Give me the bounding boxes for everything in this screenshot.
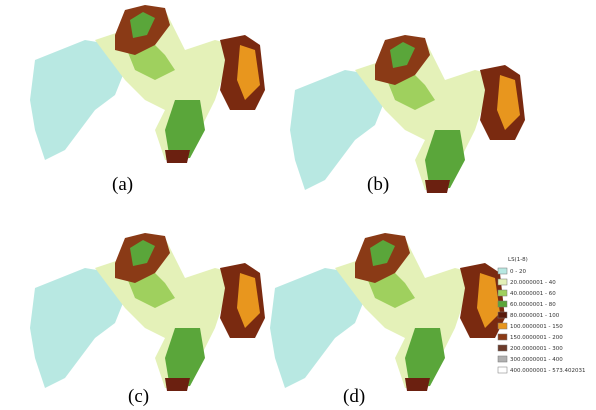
legend-label: 0 - 20 — [510, 269, 526, 275]
legend-swatch — [498, 345, 507, 351]
legend-swatch — [498, 334, 507, 340]
panel-label: (b) — [367, 174, 389, 195]
legend-title: LS(1-8) — [508, 257, 528, 263]
figure: (a) (b) (c) (d) LS(1-8) 0 - 20 20.0000001… — [0, 0, 596, 410]
legend-label: 80.0000001 - 100 — [510, 313, 560, 319]
legend: 0 - 20 20.0000001 - 40 40.0000001 - 60 60.0… — [498, 268, 585, 374]
legend-label: 100.0000001 - 150 — [510, 324, 563, 330]
legend-label: 200.0000001 - 300 — [510, 346, 563, 352]
map-a — [30, 5, 265, 163]
legend-swatch — [498, 279, 507, 285]
panel-label: (d) — [343, 386, 365, 407]
legend-label: 300.0000001 - 400 — [510, 357, 563, 363]
map-figure: (a) (b) (c) (d) LS(1-8) 0 - 20 20.0000001… — [0, 0, 596, 410]
legend-label: 60.0000001 - 80 — [510, 302, 556, 308]
panel-label: (c) — [128, 386, 149, 407]
panel-label: (a) — [112, 174, 133, 195]
legend-swatch — [498, 323, 507, 329]
legend-swatch — [498, 312, 507, 318]
legend-swatch — [498, 301, 507, 307]
legend-label: 20.0000001 - 40 — [510, 280, 556, 286]
legend-swatch — [498, 367, 507, 373]
legend-label: 40.0000001 - 60 — [510, 291, 556, 297]
map-b — [290, 35, 525, 193]
legend-label: 150.0000001 - 200 — [510, 335, 563, 341]
map-d — [270, 233, 505, 391]
legend-swatch — [498, 290, 507, 296]
legend-label: 400.0000001 - 573.402031 — [510, 368, 585, 374]
legend-swatch — [498, 268, 507, 274]
map-c — [30, 233, 265, 391]
legend-swatch — [498, 356, 507, 362]
